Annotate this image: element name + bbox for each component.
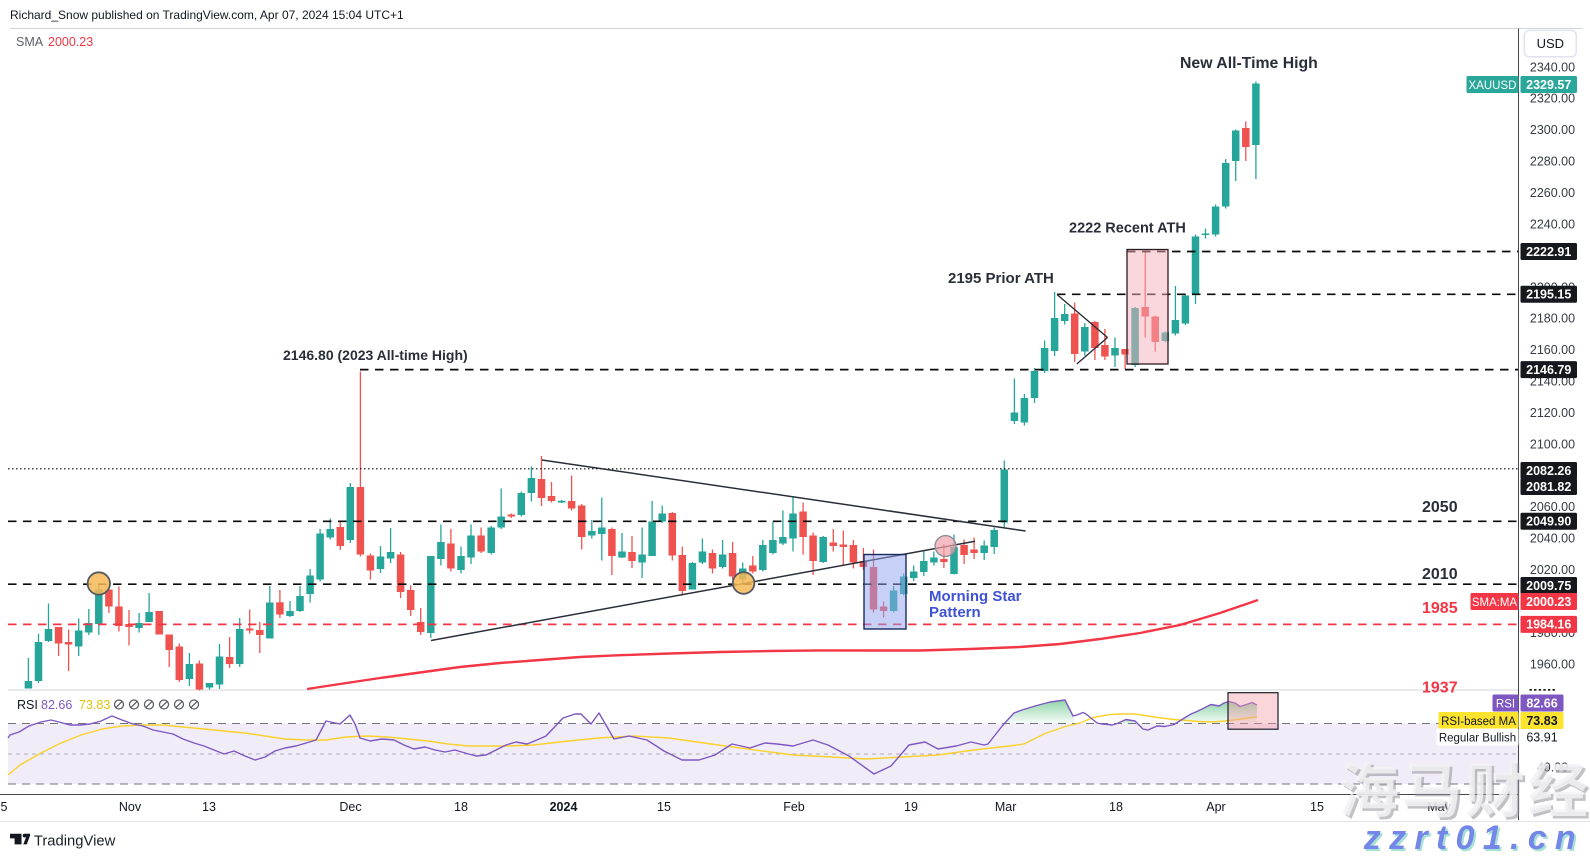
svg-text:63.91: 63.91	[1526, 730, 1557, 744]
svg-text:2222 Recent ATH: 2222 Recent ATH	[1069, 221, 1186, 237]
svg-text:2340.00: 2340.00	[1530, 60, 1575, 74]
svg-text:2020.00: 2020.00	[1530, 563, 1575, 577]
svg-text:zzrt01.cn: zzrt01.cn	[1365, 821, 1586, 857]
svg-text:13: 13	[202, 800, 216, 814]
svg-text:2024: 2024	[550, 800, 578, 814]
svg-text:Richard_Snow published on Trad: Richard_Snow published on TradingView.co…	[10, 8, 404, 22]
svg-text:15: 15	[1310, 800, 1324, 814]
svg-text:2160.00: 2160.00	[1530, 343, 1575, 357]
svg-text:Dec: Dec	[339, 800, 361, 814]
svg-text:Feb: Feb	[783, 800, 805, 814]
svg-text:2320.00: 2320.00	[1530, 92, 1575, 106]
svg-text:XAUUSD: XAUUSD	[1469, 80, 1517, 92]
svg-text:Apr: Apr	[1206, 800, 1225, 814]
svg-text:2180.00: 2180.00	[1530, 312, 1575, 326]
svg-text:2100.00: 2100.00	[1530, 437, 1575, 451]
svg-text:2329.57: 2329.57	[1526, 78, 1571, 92]
svg-text:RSI: RSI	[1496, 698, 1515, 710]
svg-text:Mar: Mar	[995, 800, 1017, 814]
svg-text:2000.23: 2000.23	[48, 35, 93, 49]
svg-text:82.66: 82.66	[1526, 696, 1557, 710]
svg-text:2146.80 (2023 All-time High): 2146.80 (2023 All-time High)	[283, 347, 468, 363]
svg-text:73.83: 73.83	[1526, 714, 1557, 728]
svg-text:USD: USD	[1537, 36, 1564, 51]
svg-text:73.83: 73.83	[79, 698, 110, 712]
svg-text:1985: 1985	[1422, 600, 1458, 617]
svg-text:2222.91: 2222.91	[1526, 245, 1571, 259]
svg-text:2060.00: 2060.00	[1530, 500, 1575, 514]
svg-text:1937: 1937	[1422, 680, 1458, 697]
svg-text:RSI: RSI	[17, 698, 38, 712]
svg-text:82.66: 82.66	[41, 698, 72, 712]
svg-text:Pattern: Pattern	[929, 604, 981, 621]
svg-text:2081.82: 2081.82	[1526, 480, 1571, 494]
svg-text:2280.00: 2280.00	[1530, 155, 1575, 169]
svg-text:18: 18	[454, 800, 468, 814]
svg-text:RSI-based MA: RSI-based MA	[1441, 716, 1516, 728]
svg-text:2240.00: 2240.00	[1530, 217, 1575, 231]
svg-text:Regular Bullish: Regular Bullish	[1439, 732, 1516, 744]
svg-text:18: 18	[1109, 800, 1123, 814]
svg-text:15: 15	[657, 800, 671, 814]
svg-text:2195.15: 2195.15	[1526, 288, 1571, 302]
svg-text:2300.00: 2300.00	[1530, 123, 1575, 137]
svg-text:2000.23: 2000.23	[1526, 595, 1571, 609]
svg-text:New All-Time High: New All-Time High	[1180, 55, 1318, 72]
svg-text:1960.00: 1960.00	[1530, 657, 1575, 671]
svg-text:2009.75: 2009.75	[1526, 579, 1571, 593]
svg-text:2120.00: 2120.00	[1530, 406, 1575, 420]
svg-text:Morning Star: Morning Star	[929, 588, 1022, 605]
svg-text:SMA: SMA	[16, 35, 44, 49]
svg-text:SMA:MA: SMA:MA	[1472, 597, 1518, 609]
svg-text:Nov: Nov	[119, 800, 142, 814]
svg-text:2195 Prior ATH: 2195 Prior ATH	[948, 270, 1054, 287]
svg-text:2049.90: 2049.90	[1526, 515, 1571, 529]
svg-text:2050: 2050	[1422, 499, 1458, 516]
svg-text:2082.26: 2082.26	[1526, 464, 1571, 478]
svg-text:2010: 2010	[1422, 566, 1458, 583]
svg-text:19: 19	[904, 800, 918, 814]
svg-text:zzrt01.cn: zzrt01.cn	[1363, 819, 1584, 857]
svg-text:2040.00: 2040.00	[1530, 532, 1575, 546]
svg-text:1984.16: 1984.16	[1526, 618, 1571, 632]
svg-text:2260.00: 2260.00	[1530, 186, 1575, 200]
svg-text:TradingView: TradingView	[34, 834, 116, 850]
svg-text:2146.79: 2146.79	[1526, 363, 1571, 377]
svg-text:5: 5	[1, 800, 8, 814]
